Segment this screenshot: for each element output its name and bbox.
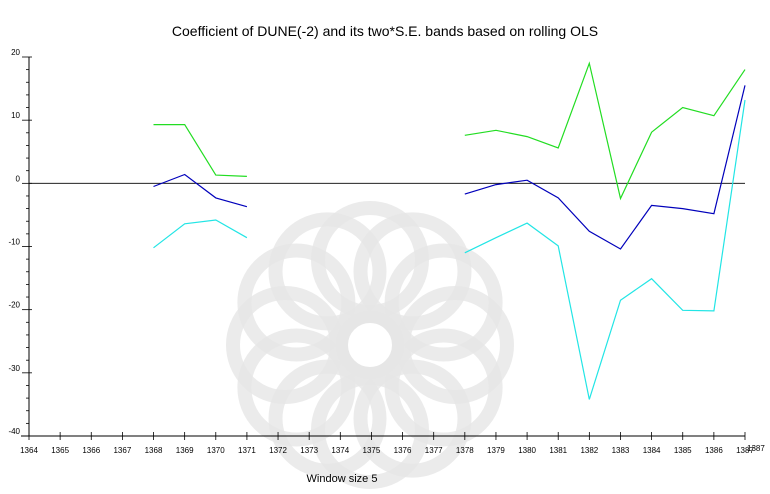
series-line-segment	[464, 99, 746, 400]
x-tick-label: 1371	[238, 446, 256, 455]
x-tick-label: 1380	[518, 446, 536, 455]
x-tick-label: 1377	[425, 446, 443, 455]
series-line-segment	[153, 219, 248, 249]
x-tick-label: 1373	[300, 446, 318, 455]
x-tick-label: 1368	[145, 446, 163, 455]
x-tick-label: 1369	[176, 446, 194, 455]
watermark-center	[336, 311, 404, 379]
x-tick-label: 1385	[674, 446, 692, 455]
chart-title: Coefficient of DUNE(-2) and its two*S.E.…	[172, 23, 598, 39]
x-tick-label: 1367	[113, 446, 131, 455]
x-tick-label: 1379	[487, 446, 505, 455]
y-tick-label: 0	[16, 174, 21, 183]
series-group	[153, 61, 746, 400]
x-tick-label: 1383	[612, 446, 630, 455]
series-line-segment	[464, 85, 746, 250]
series-3	[153, 99, 746, 400]
axes: 20 10 0 -10 -20 -30 -40 1364 1365 1366 1367 1368 136…	[8, 48, 765, 455]
x-tick-label: 1366	[82, 446, 100, 455]
x-tick-label: 1365	[51, 446, 69, 455]
x-axis-label: Window size 5	[307, 473, 378, 485]
x-tick-label: 1382	[580, 446, 598, 455]
x-tick-label: 1372	[269, 446, 287, 455]
x-tick-label: 1375	[363, 446, 381, 455]
x-tick-label: 1387	[736, 446, 754, 455]
y-tick-label: -30	[8, 364, 20, 373]
y-tick-label: -20	[8, 301, 20, 310]
series-line-segment	[153, 123, 247, 177]
series-line-segment	[153, 173, 248, 208]
x-tick-label: 1386	[705, 446, 723, 455]
series-2	[153, 85, 746, 250]
x-end-label: 1387	[747, 444, 765, 453]
series-1	[153, 61, 746, 201]
x-tick-label: 1384	[643, 446, 661, 455]
y-tick-label: -40	[8, 427, 20, 436]
x-tick-label: 1376	[394, 446, 412, 455]
watermark-emblem	[226, 201, 514, 489]
y-tick-label: -10	[8, 238, 20, 247]
y-tick-label: 20	[11, 48, 20, 57]
x-tick-label: 1364	[20, 446, 38, 455]
x-tick-label: 1370	[207, 446, 225, 455]
watermark-ring	[384, 243, 503, 362]
y-tick-label: 10	[11, 111, 20, 120]
x-tick-label: 1378	[456, 446, 474, 455]
x-tick-label: 1381	[549, 446, 567, 455]
series-line-segment	[464, 61, 746, 201]
watermark-ring	[353, 212, 472, 331]
x-tick-label: 1374	[331, 446, 349, 455]
